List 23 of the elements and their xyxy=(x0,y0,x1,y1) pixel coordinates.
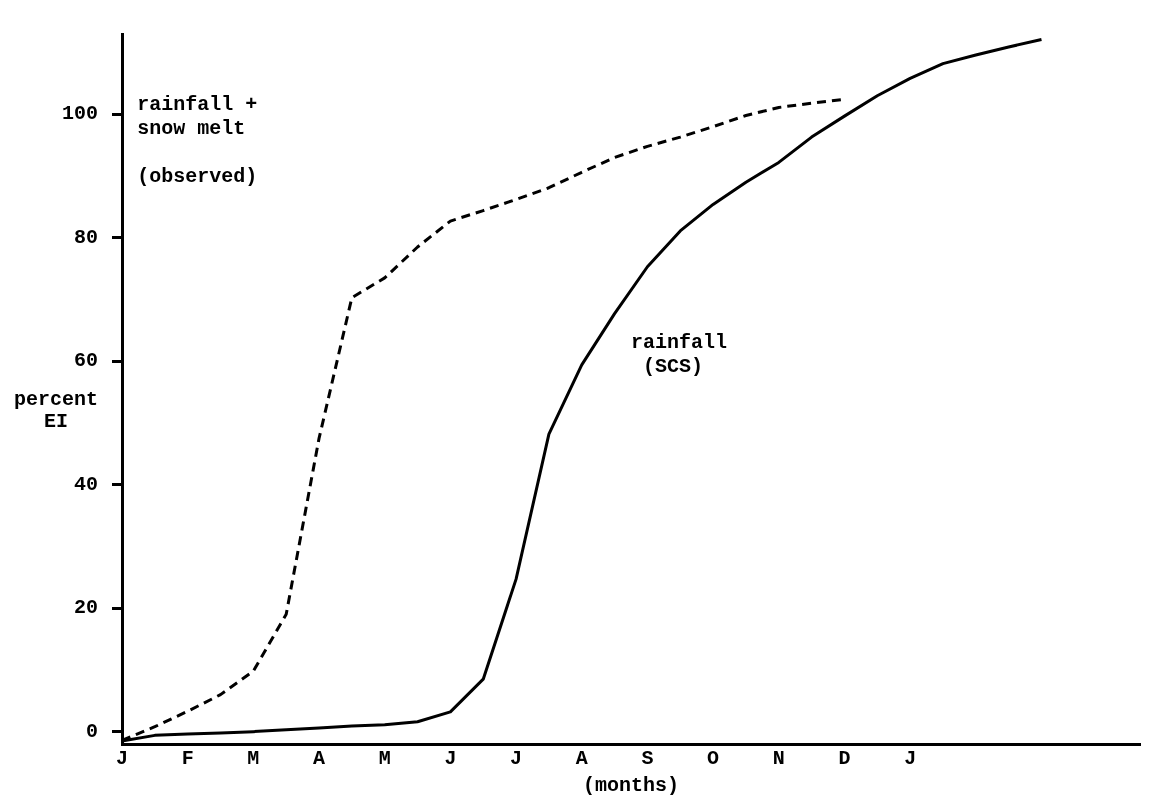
x-tick-label: J xyxy=(904,747,917,771)
y-axis-title: percent EI xyxy=(13,387,99,433)
y-tick-label: 100 xyxy=(61,102,99,126)
x-tick-label: A xyxy=(313,747,326,771)
x-tick-label: J xyxy=(444,747,457,771)
x-tick-label: D xyxy=(838,747,851,771)
x-tick-label: A xyxy=(575,747,588,771)
x-tick-label: J xyxy=(116,747,129,771)
x-tick-label: M xyxy=(378,747,391,771)
x-tick-label: F xyxy=(181,747,194,771)
y-tick-label: 60 xyxy=(73,349,99,373)
x-tick-label: O xyxy=(707,747,720,771)
y-tick-label: 80 xyxy=(73,225,99,249)
x-axis-title: (months) xyxy=(583,774,680,798)
y-tick-label: 0 xyxy=(85,719,99,743)
x-tick-label: M xyxy=(247,747,260,771)
y-tick-label: 40 xyxy=(73,472,99,496)
x-tick-label: N xyxy=(772,747,785,771)
y-tick-label: 20 xyxy=(73,596,99,620)
annotation: rainfall (SCS) xyxy=(631,330,728,378)
text: rainfall + snow melt (observed) xyxy=(137,93,258,189)
x-tick-label: S xyxy=(641,747,654,771)
x-tick-label: J xyxy=(510,747,523,771)
